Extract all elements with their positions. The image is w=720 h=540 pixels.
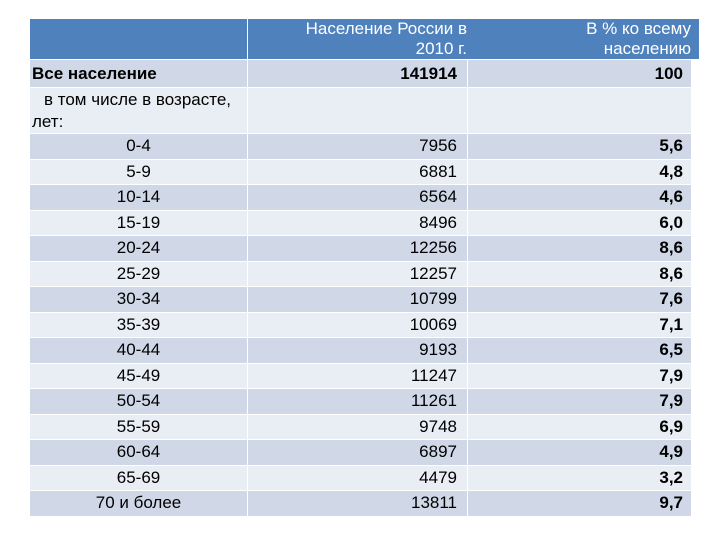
population-cell: 6564 bbox=[248, 185, 467, 210]
table-row-including: в том числе в возрасте, лет: bbox=[30, 88, 691, 133]
age-cell: 65-69 bbox=[30, 465, 247, 490]
age-cell: 25-29 bbox=[30, 261, 247, 286]
age-cell: 40-44 bbox=[30, 338, 247, 363]
header-cell-percent: В % ко всему населению bbox=[468, 19, 699, 59]
including-label: в том числе в возрасте, лет: bbox=[30, 88, 247, 133]
percent-cell: 7,6 bbox=[468, 287, 691, 312]
age-cell: 15-19 bbox=[30, 210, 247, 235]
age-cell: 55-59 bbox=[30, 414, 247, 439]
percent-cell: 7,9 bbox=[468, 389, 691, 414]
population-cell: 11247 bbox=[248, 363, 467, 388]
age-cell: 70 и более bbox=[30, 491, 247, 516]
header-cell-population: Население России в 2010 г. bbox=[248, 19, 477, 59]
population-table: Население России в 2010 г. В % ко всему … bbox=[30, 19, 699, 519]
table-row: 10-14 6564 4,6 bbox=[30, 185, 691, 210]
age-cell: 35-39 bbox=[30, 312, 247, 337]
header-population-line2: 2010 г. bbox=[415, 39, 467, 58]
header-cell-label bbox=[30, 19, 247, 59]
percent-cell: 4,6 bbox=[468, 185, 691, 210]
percent-cell: 6,5 bbox=[468, 338, 691, 363]
table-row: 50-54 11261 7,9 bbox=[30, 389, 691, 414]
population-cell: 9748 bbox=[248, 414, 467, 439]
population-cell: 10799 bbox=[248, 287, 467, 312]
percent-cell: 6,9 bbox=[468, 414, 691, 439]
total-population: 141914 bbox=[248, 60, 467, 87]
age-cell: 10-14 bbox=[30, 185, 247, 210]
table-row-total: Все население 141914 100 bbox=[30, 60, 691, 87]
population-cell: 7956 bbox=[248, 134, 467, 159]
total-percent: 100 bbox=[468, 60, 691, 87]
population-cell: 12256 bbox=[248, 236, 467, 261]
population-cell: 6881 bbox=[248, 159, 467, 184]
population-cell: 13811 bbox=[248, 491, 467, 516]
age-cell: 5-9 bbox=[30, 159, 247, 184]
table-row: 25-29 12257 8,6 bbox=[30, 261, 691, 286]
header-percent-line2: населению bbox=[603, 39, 691, 58]
including-line2: лет: bbox=[32, 112, 64, 131]
table-row: 15-19 8496 6,0 bbox=[30, 210, 691, 235]
header-population-line1: Население России в bbox=[305, 19, 467, 38]
table-row: 0-4 7956 5,6 bbox=[30, 134, 691, 159]
including-percent bbox=[468, 88, 691, 133]
population-cell: 8496 bbox=[248, 210, 467, 235]
percent-cell: 9,7 bbox=[468, 491, 691, 516]
age-cell: 60-64 bbox=[30, 440, 247, 465]
percent-cell: 6,0 bbox=[468, 210, 691, 235]
table-row: 5-9 6881 4,8 bbox=[30, 159, 691, 184]
percent-cell: 3,2 bbox=[468, 465, 691, 490]
percent-cell: 4,9 bbox=[468, 440, 691, 465]
percent-cell: 8,6 bbox=[468, 236, 691, 261]
percent-cell: 5,6 bbox=[468, 134, 691, 159]
age-cell: 50-54 bbox=[30, 389, 247, 414]
age-cell: 30-34 bbox=[30, 287, 247, 312]
population-cell: 6897 bbox=[248, 440, 467, 465]
table-row: 30-34 10799 7,6 bbox=[30, 287, 691, 312]
including-population bbox=[248, 88, 467, 133]
table-row: 65-69 4479 3,2 bbox=[30, 465, 691, 490]
table-row: 70 и более 13811 9,7 bbox=[30, 491, 691, 516]
percent-cell: 8,6 bbox=[468, 261, 691, 286]
population-cell: 12257 bbox=[248, 261, 467, 286]
population-cell: 11261 bbox=[248, 389, 467, 414]
age-cell: 45-49 bbox=[30, 363, 247, 388]
population-cell: 10069 bbox=[248, 312, 467, 337]
table-row: 60-64 6897 4,9 bbox=[30, 440, 691, 465]
table-row: 20-24 12256 8,6 bbox=[30, 236, 691, 261]
table-row: 45-49 11247 7,9 bbox=[30, 363, 691, 388]
table-row: 40-44 9193 6,5 bbox=[30, 338, 691, 363]
age-cell: 20-24 bbox=[30, 236, 247, 261]
percent-cell: 7,1 bbox=[468, 312, 691, 337]
table-row: 55-59 9748 6,9 bbox=[30, 414, 691, 439]
percent-cell: 7,9 bbox=[468, 363, 691, 388]
population-cell: 9193 bbox=[248, 338, 467, 363]
population-cell: 4479 bbox=[248, 465, 467, 490]
percent-cell: 4,8 bbox=[468, 159, 691, 184]
total-label: Все население bbox=[30, 60, 247, 87]
age-cell: 0-4 bbox=[30, 134, 247, 159]
header-percent-line1: В % ко всему bbox=[586, 19, 691, 38]
table-row: 35-39 10069 7,1 bbox=[30, 312, 691, 337]
including-line1: в том числе в возрасте, bbox=[44, 90, 231, 109]
